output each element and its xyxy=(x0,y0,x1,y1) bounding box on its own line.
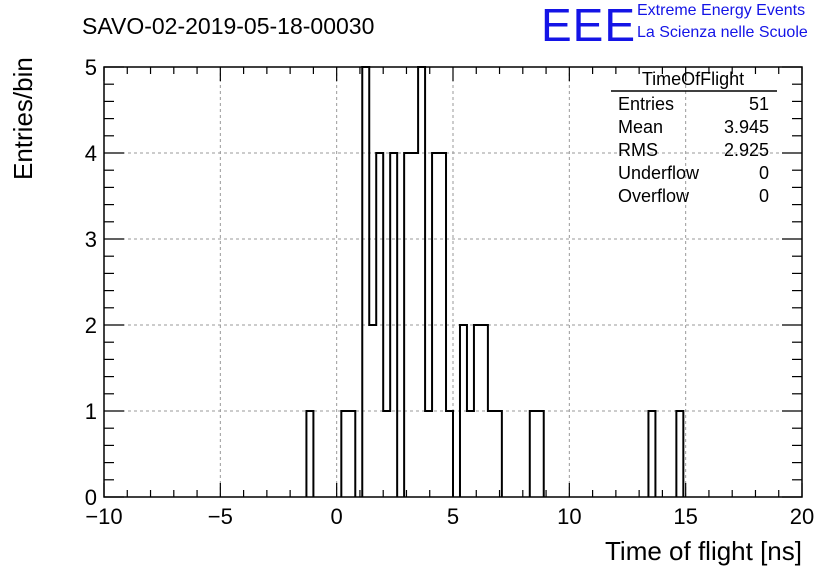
stats-box-title: TimeOfFlight xyxy=(642,69,744,89)
x-tick-label: 15 xyxy=(673,504,697,529)
stats-row-value: 0 xyxy=(759,163,769,183)
stats-row-label: RMS xyxy=(618,140,658,160)
y-tick-label: 3 xyxy=(85,227,97,252)
x-tick-label: 10 xyxy=(557,504,581,529)
x-axis-label: Time of flight [ns] xyxy=(605,536,802,566)
stats-row-label: Mean xyxy=(618,117,663,137)
axis-ticks xyxy=(103,66,803,498)
eee-logo-line1: Extreme Energy Events xyxy=(637,2,806,19)
x-tick-label: −5 xyxy=(208,504,233,529)
stats-row-value: 51 xyxy=(749,94,769,114)
y-tick-label: 2 xyxy=(85,313,97,338)
y-tick-label: 0 xyxy=(85,485,97,510)
stats-row-value: 0 xyxy=(759,186,769,206)
y-tick-label: 5 xyxy=(85,55,97,80)
x-tick-label: 20 xyxy=(790,504,814,529)
stats-row-label: Underflow xyxy=(618,163,700,183)
chart-title: SAVO-02-2019-05-18-00030 xyxy=(82,13,374,39)
eee-logo-mark: EEE xyxy=(541,0,637,51)
stats-row-value: 3.945 xyxy=(724,117,769,137)
x-tick-labels: −10 −5 0 5 10 15 20 xyxy=(85,504,814,529)
y-tick-label: 4 xyxy=(85,141,97,166)
y-tick-labels: 0 1 2 3 4 5 xyxy=(85,55,97,510)
stats-box: TimeOfFlight Entries 51 Mean 3.945 RMS 2.925 U… xyxy=(611,69,777,206)
x-tick-label: −10 xyxy=(85,504,122,529)
x-tick-label: 5 xyxy=(447,504,459,529)
stats-row-label: Entries xyxy=(618,94,674,114)
x-tick-label: 0 xyxy=(331,504,343,529)
eee-logo-line2: La Scienza nelle Scuole xyxy=(637,24,808,41)
stats-row-value: 2.925 xyxy=(724,140,769,160)
y-axis-label: Entries/bin xyxy=(8,57,38,180)
stats-row-label: Overflow xyxy=(618,186,690,206)
y-tick-label: 1 xyxy=(85,399,97,424)
histogram-outline xyxy=(305,66,685,497)
